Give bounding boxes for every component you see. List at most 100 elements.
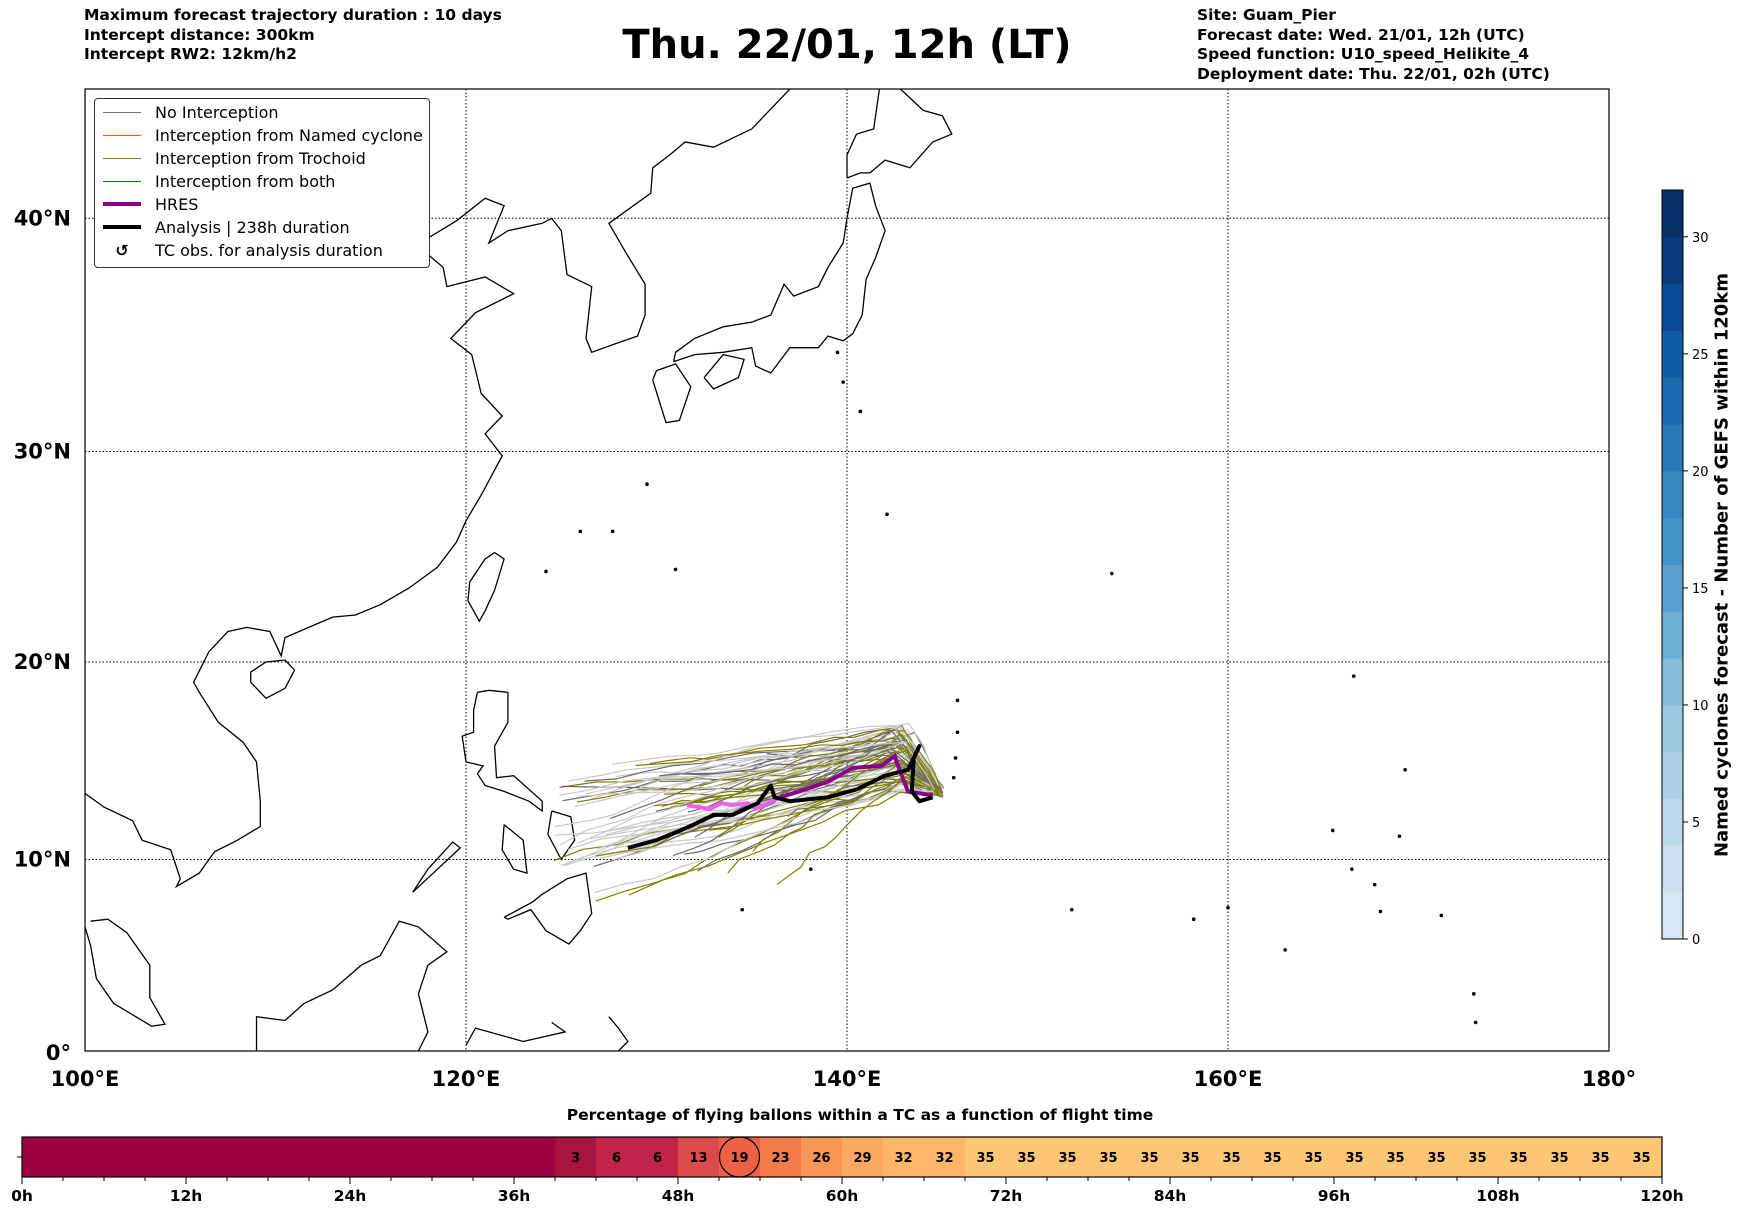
flight-time-cell <box>555 1137 597 1177</box>
analysis-trajectory <box>627 744 934 850</box>
flight-time-tick-label: 72h <box>990 1187 1023 1205</box>
x-tick-label: 140°E <box>813 1067 882 1091</box>
island <box>1439 913 1444 918</box>
island <box>858 409 863 414</box>
y-tick-label: 20°N <box>14 650 71 674</box>
island <box>673 567 678 572</box>
x-tick-label: 180° <box>1582 1067 1636 1091</box>
legend-item-analysis: Analysis | 238h duration <box>95 216 350 238</box>
legend-item-hres: HRES <box>95 193 198 215</box>
colorbar-bin <box>1662 892 1683 940</box>
speed-function-text: Speed function: U10_speed_Helikite_4 <box>1197 45 1530 63</box>
island <box>841 380 845 384</box>
flight-time-cell <box>965 1137 1007 1177</box>
flight-time-cell <box>1088 1137 1130 1177</box>
colorbar-bin <box>1662 517 1683 565</box>
flight-time-value-label: 29 <box>853 1151 871 1166</box>
colorbar-bin <box>1662 424 1683 472</box>
flight-time-cell <box>473 1137 515 1177</box>
island <box>885 512 889 517</box>
flight-time-value-label: 35 <box>1181 1151 1199 1166</box>
coastline <box>652 363 692 424</box>
flight-time-cell <box>1375 1137 1417 1177</box>
ensemble-trajectory <box>727 770 934 874</box>
legend-item-named-cyclone: Interception from Named cyclone <box>95 124 423 146</box>
flight-time-tick-label: 120h <box>1640 1187 1683 1205</box>
island <box>1372 882 1377 887</box>
legend-label: Interception from Named cyclone <box>155 125 423 145</box>
colorbar-bin <box>1662 470 1683 519</box>
ensemble-trajectory <box>594 782 935 894</box>
intercept-distance-text: Intercept distance: 300km <box>84 25 315 44</box>
colorbar-bin <box>1662 845 1683 893</box>
ensemble-trajectory <box>599 788 936 859</box>
flight-time-cell <box>1416 1137 1458 1177</box>
hres-trajectory <box>779 752 934 800</box>
coastline <box>250 659 296 700</box>
colorbar-bin <box>1662 236 1683 285</box>
coastline <box>846 89 953 179</box>
flight-time-cell <box>1293 1137 1335 1177</box>
colorbar-tick-label: 0 <box>1692 933 1700 948</box>
flight-time-value-label: 35 <box>1222 1151 1240 1166</box>
island <box>955 698 960 703</box>
flight-time-bar-title: Percentage of flying ballons within a TC… <box>566 1106 1154 1124</box>
island <box>1191 917 1196 922</box>
coastline <box>465 1021 567 1046</box>
intercept-rw2-text: Intercept RW2: 12km/h2 <box>84 45 297 63</box>
island <box>1350 867 1354 871</box>
flight-time-value-label: 23 <box>771 1151 789 1166</box>
flight-time-value-label: 19 <box>730 1151 748 1166</box>
flight-time-tick-label: 48h <box>662 1187 695 1205</box>
ensemble-trajectory <box>635 733 941 791</box>
x-tick-label: 160°E <box>1194 1067 1263 1091</box>
flight-time-value-label: 32 <box>894 1151 912 1166</box>
island <box>1351 674 1356 678</box>
ensemble-trajectory <box>611 722 943 790</box>
legend-item-both: Interception from both <box>95 170 335 192</box>
flight-time-cell <box>350 1137 392 1177</box>
coastline <box>547 810 576 861</box>
coastline <box>503 872 593 945</box>
island <box>1283 948 1287 952</box>
flight-time-cell <box>842 1137 884 1177</box>
map-area <box>85 89 1609 1051</box>
colorbar-bin <box>1662 330 1683 378</box>
island <box>953 756 958 760</box>
flight-time-value-label: 35 <box>1058 1151 1076 1166</box>
flight-time-cell <box>1539 1137 1581 1177</box>
legend-line-icon <box>103 202 141 206</box>
x-tick-label: 120°E <box>432 1067 501 1091</box>
flight-time-value-label: 35 <box>976 1151 994 1166</box>
flight-time-cell <box>145 1137 187 1177</box>
island <box>835 350 840 355</box>
flight-time-cell <box>268 1137 310 1177</box>
coastline <box>467 551 505 623</box>
flight-time-cell <box>719 1137 761 1177</box>
coastline <box>608 1016 629 1051</box>
island <box>740 907 745 912</box>
flight-time-tick-label: 96h <box>1318 1187 1351 1205</box>
flight-time-value-label: 3 <box>571 1151 580 1166</box>
flight-time-value-label: 26 <box>812 1151 830 1166</box>
legend-item-no-interception: No Interception <box>95 101 279 123</box>
flight-time-value-label: 35 <box>1140 1151 1158 1166</box>
island <box>1471 992 1476 996</box>
ensemble-trajectory <box>697 782 941 872</box>
ensemble-trajectory <box>554 725 941 828</box>
flight-time-cell <box>227 1137 269 1177</box>
deployment-date-text: Deployment date: Thu. 22/01, 02h (UTC) <box>1197 64 1550 83</box>
flight-time-tick-label: 84h <box>1154 1187 1187 1205</box>
colorbar-bin <box>1662 798 1683 846</box>
coastline <box>255 920 448 1051</box>
y-tick-label: 40°N <box>14 206 71 230</box>
island <box>1069 907 1074 912</box>
colorbar-bin <box>1662 611 1683 659</box>
flight-time-value-label: 35 <box>1509 1151 1527 1166</box>
flight-time-cell <box>1252 1137 1294 1177</box>
legend-label: HRES <box>155 194 199 214</box>
flight-time-cell <box>391 1137 433 1177</box>
flight-time-tick-label: 36h <box>498 1187 531 1205</box>
colorbar-tick-label: 25 <box>1692 348 1709 363</box>
flight-time-cell <box>514 1137 556 1177</box>
